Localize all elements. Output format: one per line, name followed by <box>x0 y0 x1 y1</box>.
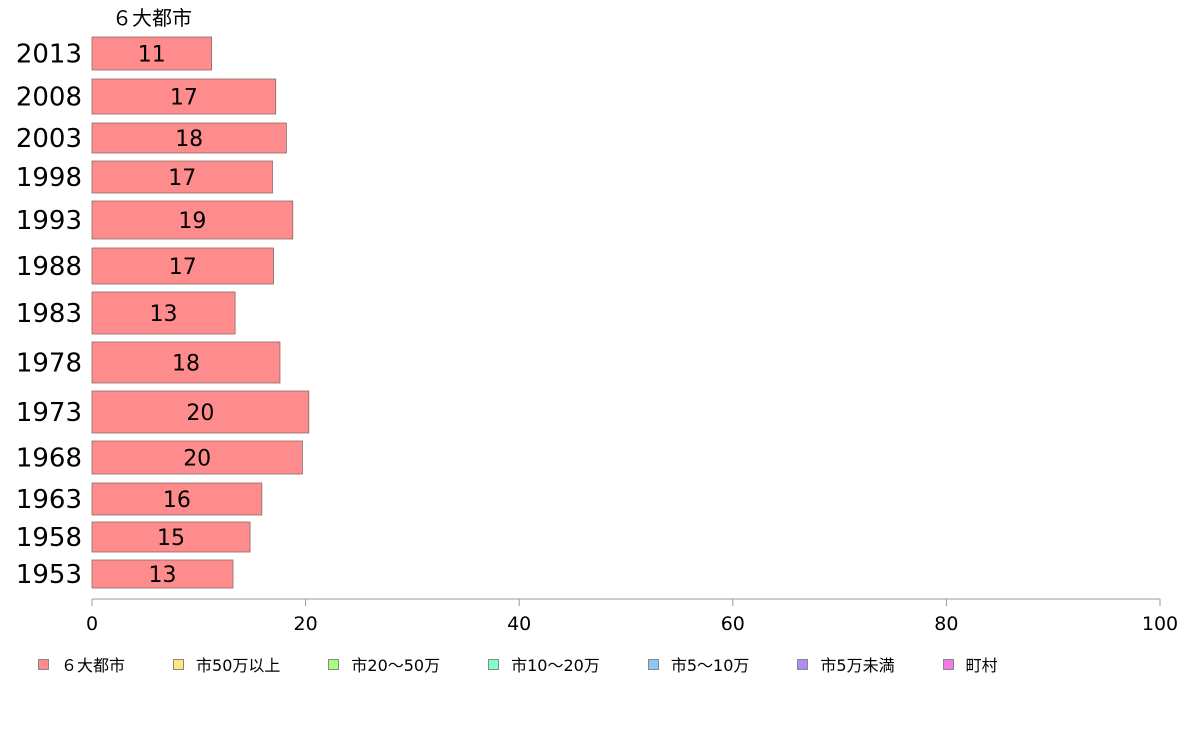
y-tick-label-1988: 1988 <box>16 252 82 282</box>
x-tick-label-100: 100 <box>1142 613 1178 635</box>
legend-label: 市20〜50万 <box>351 656 441 675</box>
value-label-1978: 18 <box>172 352 200 377</box>
value-label-1958: 15 <box>157 526 185 551</box>
value-label-1998: 17 <box>168 166 196 191</box>
y-tick-label-2013: 2013 <box>16 40 82 70</box>
y-axis-labels: 2013 2008 2003 1998 1993 1988 1983 1978 1973 1968… <box>16 40 82 591</box>
y-tick-label-1968: 1968 <box>16 444 82 474</box>
legend: ６大都市 市50万以上 市20〜50万 市10〜20万 市5〜10万 市5万未満 町村 <box>38 652 998 676</box>
y-tick-label-1998: 1998 <box>16 163 82 193</box>
legend-item-2: 市50万以上 <box>173 652 280 676</box>
bar-1988 <box>91 247 274 285</box>
legend-swatch <box>647 658 659 670</box>
legend-label: 市50万以上 <box>196 656 281 675</box>
bar-1963 <box>91 482 263 516</box>
bar-1978 <box>91 341 281 384</box>
bar-1973 <box>91 390 310 434</box>
legend-swatch <box>797 658 809 670</box>
value-label-1988: 17 <box>169 255 197 280</box>
bar-1968 <box>91 440 303 475</box>
x-tick-label-60: 60 <box>721 613 745 635</box>
legend-item-6: 市5万未満 <box>797 652 895 676</box>
value-label-1993: 19 <box>178 209 206 234</box>
bar-2003 <box>91 122 287 154</box>
value-label-1973: 20 <box>186 401 214 426</box>
y-tick-label-1993: 1993 <box>16 206 82 236</box>
value-label-1963: 16 <box>163 488 191 513</box>
legend-swatch <box>942 658 954 670</box>
legend-label: ６大都市 <box>61 656 126 675</box>
value-label-2003: 18 <box>175 127 203 152</box>
legend-swatch <box>38 658 49 670</box>
value-label-2008: 17 <box>170 86 198 111</box>
y-tick-label-1963: 1963 <box>16 485 82 515</box>
series-label-above: ６大都市 <box>112 6 192 30</box>
x-tick-label-80: 80 <box>934 613 958 635</box>
y-tick-label-1958: 1958 <box>16 523 82 553</box>
x-axis: 0 20 40 60 80 100 <box>86 598 1178 635</box>
value-label-1968: 20 <box>183 447 211 472</box>
y-tick-label-2008: 2008 <box>16 83 82 113</box>
bars-group <box>91 36 310 589</box>
bar-1983 <box>91 291 236 335</box>
value-label-1953: 13 <box>148 563 176 588</box>
value-label-1983: 13 <box>150 302 178 327</box>
legend-label: 市5〜10万 <box>670 656 750 675</box>
legend-label: 市10〜20万 <box>511 656 600 675</box>
legend-item-7: 町村 <box>942 652 998 676</box>
bar-2013 <box>91 36 213 71</box>
x-tick-label-40: 40 <box>507 613 531 635</box>
bar-1953 <box>91 559 234 589</box>
legend-swatch <box>328 658 340 670</box>
legend-swatch <box>173 658 185 670</box>
y-tick-label-2003: 2003 <box>16 124 82 154</box>
value-label-2013: 11 <box>138 43 166 68</box>
bar-2008 <box>91 78 277 115</box>
bar-1958 <box>91 521 251 553</box>
y-tick-label-1978: 1978 <box>16 349 82 379</box>
legend-label: 市5万未満 <box>820 656 895 675</box>
legend-item-4: 市10〜20万 <box>488 652 600 676</box>
y-tick-label-1983: 1983 <box>16 299 82 329</box>
legend-item-3: 市20〜50万 <box>328 652 440 676</box>
y-tick-label-1973: 1973 <box>16 398 82 428</box>
legend-item-5: 市5〜10万 <box>647 652 750 676</box>
legend-label: 町村 <box>965 656 998 675</box>
bar-1993 <box>91 200 294 240</box>
x-tick-label-0: 0 <box>86 613 98 635</box>
y-tick-label-1953: 1953 <box>16 560 82 590</box>
bar-1998 <box>91 160 273 194</box>
legend-item-1: ６大都市 <box>38 652 125 676</box>
legend-swatch <box>488 658 500 670</box>
x-tick-label-20: 20 <box>294 613 318 635</box>
